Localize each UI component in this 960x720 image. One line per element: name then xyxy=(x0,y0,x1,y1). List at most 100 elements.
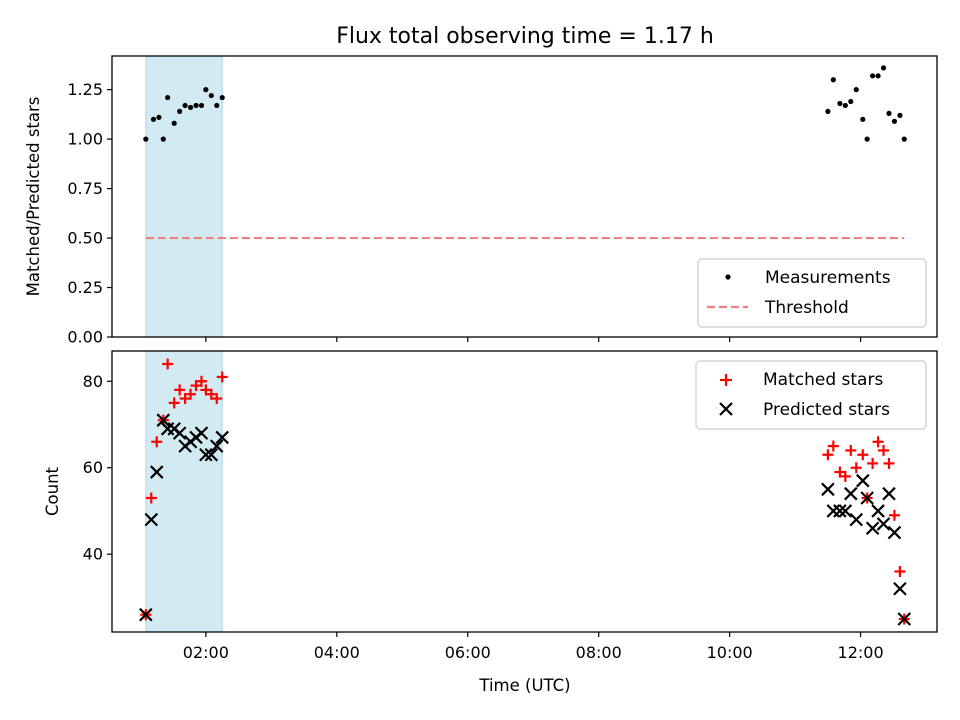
measurements-point xyxy=(165,94,171,101)
predicted-stars-point xyxy=(156,413,171,427)
measurements-point xyxy=(177,108,183,115)
predicted-stars-point xyxy=(844,486,858,501)
y-tick-label: 1.25 xyxy=(67,80,103,99)
top-legend: Measurements Threshold xyxy=(697,258,927,328)
top-shaded-interval xyxy=(145,55,223,338)
predicted-stars-point xyxy=(149,465,164,479)
predicted-stars-point xyxy=(144,512,159,527)
predicted-stars-point xyxy=(882,486,896,501)
predicted-stars-point xyxy=(172,426,187,440)
predicted-stars-point xyxy=(833,504,847,518)
y-tick-label: 60 xyxy=(83,458,103,477)
predicted-stars-point xyxy=(826,504,841,518)
measurements-point xyxy=(875,73,881,79)
matched-stars-point xyxy=(145,492,157,504)
measurements-point xyxy=(160,136,166,142)
predicted-stars-point xyxy=(871,504,885,518)
predicted-stars-point xyxy=(860,491,874,505)
predicted-stars-point xyxy=(856,473,870,488)
y-tick-label: 0.00 xyxy=(67,328,103,347)
bottom-y-axis-label: Count xyxy=(43,466,62,516)
matched-stars-point xyxy=(195,375,207,387)
measurements-point xyxy=(208,92,214,99)
measurements-point xyxy=(182,102,188,109)
measurements-point xyxy=(853,87,859,93)
measurements-point xyxy=(897,112,903,118)
y-tick-label: 80 xyxy=(83,372,103,391)
predicted-stars-series xyxy=(139,413,912,626)
predicted-stars-point xyxy=(876,517,891,531)
legend-predicted-stars-marker xyxy=(719,402,733,416)
measurements-point xyxy=(193,102,199,109)
bottom-legend-box xyxy=(695,360,927,430)
matched-stars-point xyxy=(872,436,884,448)
measurements-series xyxy=(143,65,907,142)
predicted-stars-point xyxy=(215,430,229,445)
measurements-point xyxy=(187,104,194,111)
matched-stars-point xyxy=(151,436,163,448)
predicted-stars-point xyxy=(139,607,153,622)
matched-stars-point xyxy=(211,393,223,405)
predicted-stars-point xyxy=(199,447,213,462)
x-tick-label: 12:00 xyxy=(838,643,884,662)
matched-stars-point xyxy=(888,509,900,521)
measurements-point xyxy=(219,94,225,101)
y-tick-label: 0.25 xyxy=(67,278,103,297)
matched-stars-point xyxy=(857,449,869,461)
y-tick-label: 0.50 xyxy=(67,229,103,248)
matched-stars-point xyxy=(883,457,895,469)
matched-stars-point xyxy=(822,449,834,461)
x-tick-label: 10:00 xyxy=(707,643,753,662)
legend-measurements-marker xyxy=(725,274,731,280)
matched-stars-point xyxy=(216,371,228,383)
matched-stars-point xyxy=(839,470,851,482)
measurements-point xyxy=(901,136,907,142)
matched-stars-point xyxy=(878,444,890,456)
bottom-x-axis-ticks: 02:00 04:00 06:00 08:00 10:00 12:00 xyxy=(183,632,884,662)
bottom-panel: 40 60 80 02:00 04:00 06:00 08:00 10:00 12:00 Co… xyxy=(43,350,938,695)
measurements-point xyxy=(156,114,162,120)
matched-stars-point xyxy=(894,565,906,577)
bottom-legend: Matched stars Predicted stars xyxy=(695,360,927,430)
measurements-point xyxy=(214,102,220,109)
legend-predicted-stars-label: Predicted stars xyxy=(763,400,890,420)
chart-title: Flux total observing time = 1.17 h xyxy=(336,24,714,49)
top-y-axis-label: Matched/Predicted stars xyxy=(24,97,43,297)
measurements-point xyxy=(891,118,898,124)
x-tick-label: 02:00 xyxy=(183,643,229,662)
measurements-point xyxy=(830,77,836,83)
predicted-stars-point xyxy=(849,512,864,527)
measurements-point xyxy=(886,110,892,116)
measurements-point xyxy=(848,98,854,105)
predicted-stars-point xyxy=(865,521,880,536)
measurements-point xyxy=(870,73,876,79)
predicted-stars-point xyxy=(209,439,224,453)
predicted-stars-point xyxy=(204,447,219,462)
x-tick-label: 04:00 xyxy=(314,643,360,662)
predicted-stars-point xyxy=(887,525,902,540)
legend-measurements-label: Measurements xyxy=(765,268,891,288)
bottom-y-axis-ticks: 40 60 80 xyxy=(83,372,112,564)
measurements-point xyxy=(171,120,177,126)
matched-stars-point xyxy=(174,384,186,396)
measurements-point xyxy=(860,116,866,122)
y-tick-label: 40 xyxy=(83,545,103,564)
matched-stars-point xyxy=(867,457,879,469)
measurements-point xyxy=(842,102,848,109)
legend-matched-stars-label: Matched stars xyxy=(763,370,883,390)
measurements-point xyxy=(825,108,831,115)
matched-stars-point xyxy=(827,440,839,452)
x-tick-label: 06:00 xyxy=(445,643,491,662)
measurements-point xyxy=(143,136,149,142)
predicted-stars-point xyxy=(821,482,835,497)
bottom-axes-frame xyxy=(111,350,938,633)
predicted-stars-point xyxy=(893,581,907,596)
matched-stars-point xyxy=(845,444,857,456)
y-tick-label: 0.75 xyxy=(67,179,103,198)
x-tick-label: 08:00 xyxy=(576,643,622,662)
matched-stars-point xyxy=(850,462,862,474)
top-panel: 0.00 0.25 0.50 0.75 1.00 1.25 Matched/Predict… xyxy=(24,55,938,347)
y-tick-label: 1.00 xyxy=(67,130,103,149)
measurements-point xyxy=(837,100,843,107)
legend-threshold-label: Threshold xyxy=(764,298,849,318)
